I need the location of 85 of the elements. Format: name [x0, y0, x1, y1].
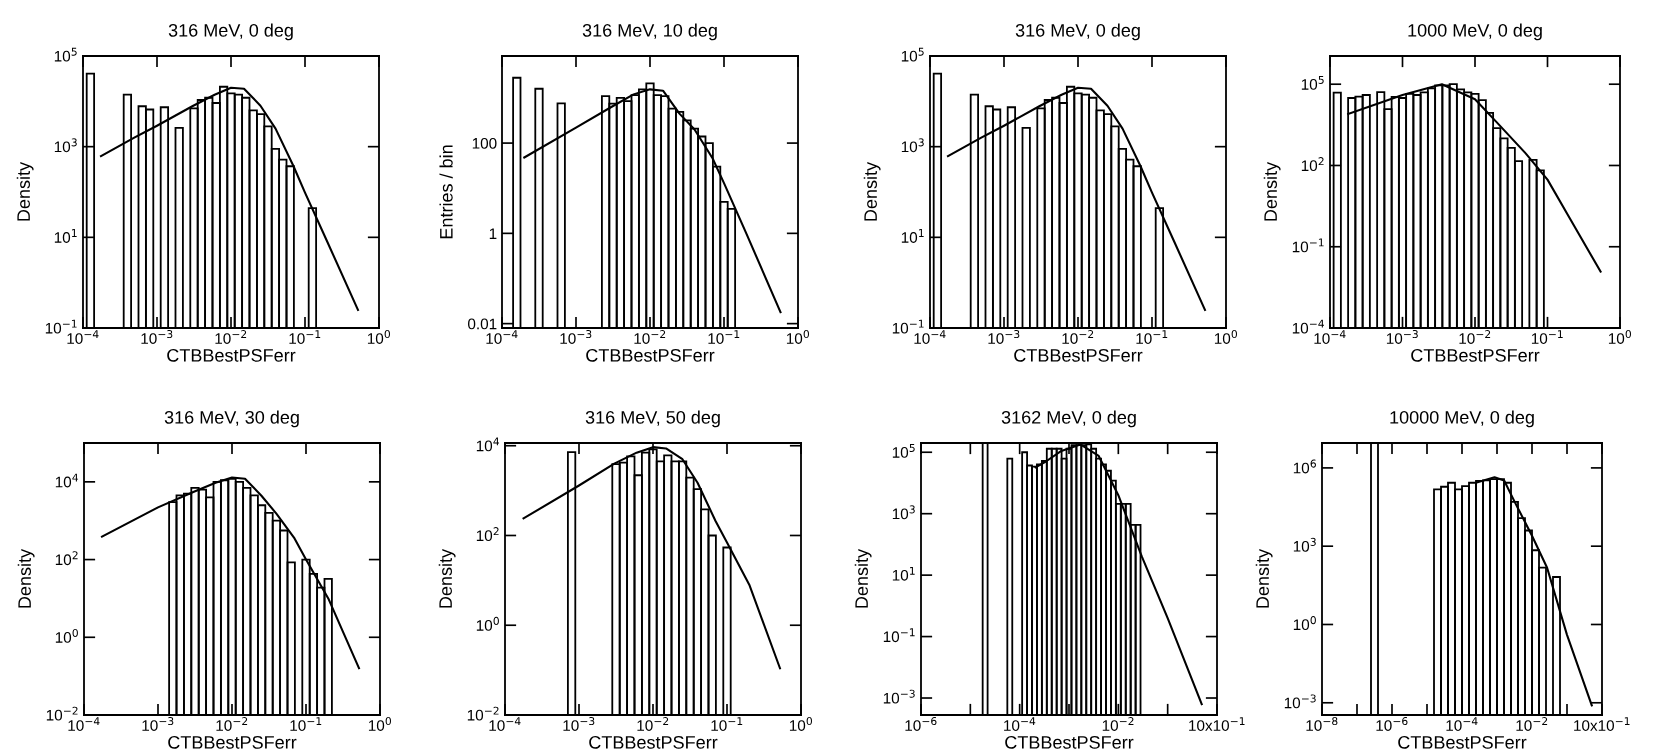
x-tick-label: 10$^{−3}$ — [560, 330, 592, 344]
x-tick-label: 10x10$^{−1}$ — [1574, 717, 1630, 731]
x-tick-label: 10$^{−4}$ — [1446, 717, 1478, 731]
x-tick-label: 10$^{−2}$ — [1516, 717, 1548, 731]
y-axis-title: Density — [17, 548, 35, 608]
x-tick-label: 10$^{−1}$ — [289, 330, 321, 344]
y-tick-label: 10$^{5}$ — [892, 444, 915, 458]
x-axis-title: CTBBestPSFerr — [1005, 735, 1134, 749]
x-tick-label: 10$^{−4}$ — [486, 330, 518, 344]
x-tick-label: 10$^{−1}$ — [1531, 330, 1563, 344]
x-tick-label: 10$^{−2}$ — [215, 330, 247, 344]
x-tick-label: 10$^{−1}$ — [1136, 330, 1168, 344]
y-tick-label: 10$^{3}$ — [1293, 537, 1316, 552]
x-tick-label: 10x10$^{−1}$ — [1189, 717, 1245, 731]
x-tick-label: 10$^{−6}$ — [1376, 717, 1408, 731]
y-tick-label: 10$^{0}$ — [476, 616, 499, 631]
y-axis-title: Entries / bin — [439, 145, 453, 239]
x-tick-label: 10$^{−2}$ — [637, 717, 669, 731]
y-tick-label: 10$^{3}$ — [892, 505, 915, 520]
x-tick-label: 10$^{−3}$ — [1386, 330, 1418, 344]
y-tick-label: 10$^{5}$ — [901, 47, 924, 62]
y-axis-title: Density — [863, 161, 881, 221]
x-tick-label: 10$^{−4}$ — [1004, 717, 1036, 731]
y-tick-label: 10$^{5}$ — [54, 47, 77, 62]
y-axis-title: Density — [16, 161, 34, 221]
y-axis-title: Density — [1255, 548, 1273, 608]
y-tick-label: 10$^{2}$ — [1301, 157, 1324, 172]
x-tick-label: 10$^{−2}$ — [216, 717, 248, 731]
y-axis-title: Density — [1263, 161, 1281, 221]
y-tick-label: 10$^{5}$ — [1301, 75, 1324, 90]
x-tick-label: 10$^{−6}$ — [905, 717, 937, 731]
chart-title: 1000 MeV, 0 deg — [1408, 23, 1542, 41]
x-tick-label: 10$^{−8}$ — [1306, 717, 1338, 731]
y-tick-label: 10$^{1}$ — [54, 229, 77, 243]
y-tick-label: 1 — [489, 228, 497, 239]
x-tick-label: 10$^{−2}$ — [1459, 330, 1491, 344]
x-axis-title: CTBBestPSFerr — [1398, 735, 1527, 749]
y-tick-label: 10$^{−3}$ — [1284, 694, 1316, 709]
chart-title: 316 MeV, 10 deg — [582, 23, 717, 41]
y-tick-label: 100 — [472, 137, 497, 149]
x-axis-title: CTBBestPSFerr — [586, 348, 715, 362]
x-tick-label: 10$^{−3}$ — [988, 330, 1020, 344]
x-axis-title: CTBBestPSFerr — [589, 735, 718, 749]
x-axis-title: CTBBestPSFerr — [1014, 348, 1143, 362]
x-tick-label: 10$^{−1}$ — [711, 717, 743, 731]
y-tick-label: 10$^{−1}$ — [883, 628, 915, 643]
x-tick-label: 10$^{0}$ — [1214, 330, 1238, 344]
x-tick-label: 10$^{−2}$ — [1062, 330, 1094, 344]
x-tick-label: 10$^{−3}$ — [142, 717, 174, 731]
x-tick-label: 10$^{0}$ — [789, 717, 813, 731]
y-tick-label: 0.01 — [468, 318, 497, 330]
y-tick-label: 10$^{3}$ — [54, 138, 77, 153]
y-tick-label: 10$^{0}$ — [1293, 616, 1316, 631]
x-tick-label: 10$^{0}$ — [368, 717, 392, 731]
y-tick-label: 10$^{−3}$ — [883, 689, 915, 704]
x-tick-label: 10$^{0}$ — [786, 330, 810, 344]
y-tick-label: 10$^{2}$ — [55, 551, 78, 566]
chart-title: 10000 MeV, 0 deg — [1390, 410, 1534, 428]
x-tick-label: 10$^{−1}$ — [290, 717, 322, 731]
y-axis-title: Density — [854, 548, 872, 608]
y-tick-label: 10$^{2}$ — [476, 527, 499, 542]
x-tick-label: 10$^{−1}$ — [708, 330, 740, 344]
x-tick-label: 10$^{0}$ — [1608, 330, 1632, 344]
chart-title: 3162 MeV, 0 deg — [1001, 410, 1136, 428]
x-tick-label: 10$^{−3}$ — [563, 717, 595, 731]
chart-title: 316 MeV, 50 deg — [585, 410, 720, 428]
y-tick-label: 10$^{4}$ — [476, 437, 500, 452]
y-tick-label: 10$^{3}$ — [901, 138, 924, 153]
x-axis-title: CTBBestPSFerr — [167, 348, 296, 362]
chart-title: 316 MeV, 0 deg — [1015, 23, 1140, 41]
y-tick-label: 10$^{−1}$ — [1292, 238, 1324, 253]
x-tick-label: 10$^{−3}$ — [141, 330, 173, 344]
x-tick-label: 10$^{0}$ — [367, 330, 391, 344]
x-tick-label: 10$^{−2}$ — [634, 330, 666, 344]
y-tick-label: 10$^{1}$ — [901, 229, 924, 243]
y-tick-label: 10$^{4}$ — [55, 473, 79, 488]
y-axis-title: Density — [438, 548, 456, 608]
y-tick-label: 10$^{0}$ — [55, 628, 78, 643]
x-tick-label: 10$^{−2}$ — [1102, 717, 1134, 731]
chart-title: 316 MeV, 30 deg — [164, 410, 299, 428]
y-tick-label: 10$^{1}$ — [892, 566, 915, 581]
y-tick-label: 10$^{6}$ — [1293, 459, 1316, 474]
x-axis-title: CTBBestPSFerr — [1411, 348, 1540, 362]
x-axis-title: CTBBestPSFerr — [168, 735, 297, 749]
chart-title: 316 MeV, 0 deg — [168, 23, 293, 41]
